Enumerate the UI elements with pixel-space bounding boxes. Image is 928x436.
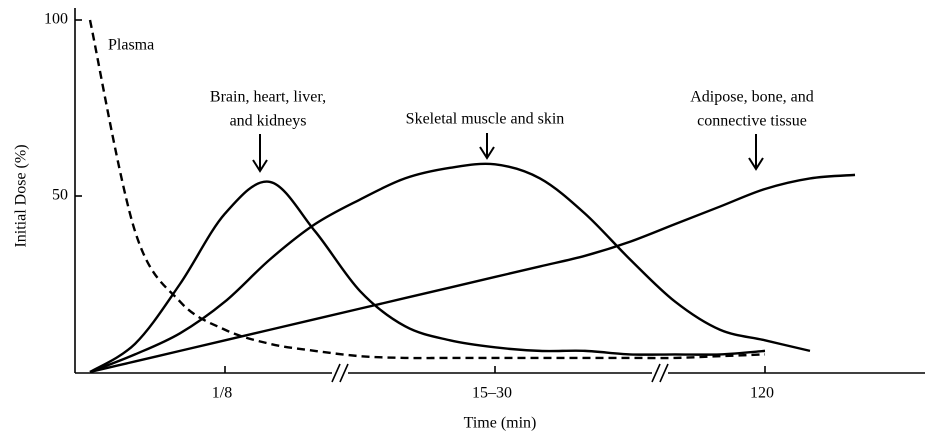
axis-break	[331, 363, 669, 383]
x-axis-label: Time (min)	[464, 415, 537, 432]
series-label: Brain, heart, liver,	[210, 89, 326, 106]
arrows	[252, 133, 764, 173]
series-label: Adipose, bone, and	[690, 89, 814, 106]
x-tick-label: 120	[750, 385, 774, 402]
series-line	[89, 173, 856, 374]
x-tick-label: 15–30	[472, 385, 512, 402]
series-line	[88, 19, 766, 360]
x-tick-label: 1/8	[212, 385, 232, 402]
y-axis-label: Initial Dose (%)	[13, 144, 30, 247]
series-line	[89, 180, 766, 374]
y-tick-label: 50	[52, 187, 68, 204]
y-tick-label: 100	[44, 11, 68, 28]
series-label: and kidneys	[230, 113, 307, 130]
series-label: Skeletal muscle and skin	[406, 111, 565, 128]
series-label: Plasma	[108, 37, 154, 54]
series-label: connective tissue	[697, 113, 807, 130]
series-line	[89, 162, 811, 374]
